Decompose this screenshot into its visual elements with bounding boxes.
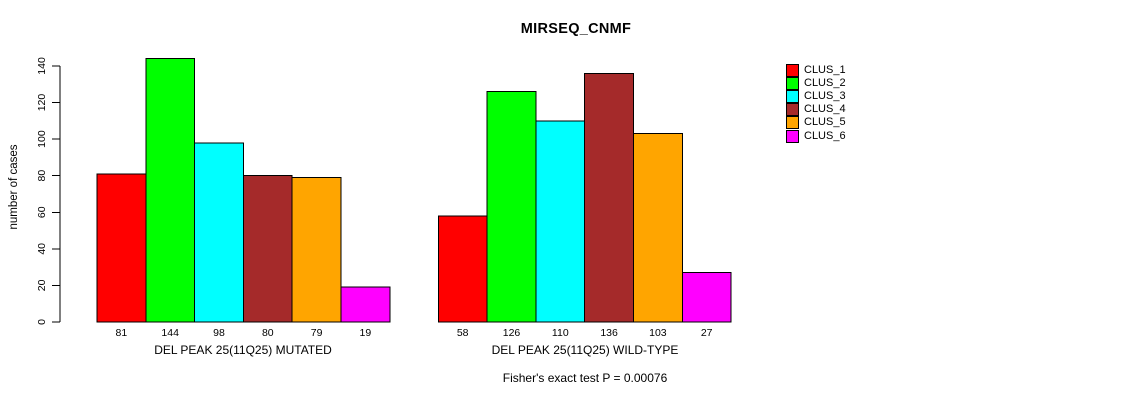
legend-label: CLUS_3 [804, 90, 846, 103]
y-axis-tick-label: 60 [36, 206, 48, 218]
legend-item-clus_3: CLUS_3 [786, 90, 846, 104]
legend-item-clus_1: CLUS_1 [786, 64, 846, 78]
legend-item-clus_6: CLUS_6 [786, 129, 846, 143]
bar-value-label: 81 [116, 327, 128, 339]
bar-clus_5 [633, 133, 683, 323]
bar-clus_2 [145, 58, 196, 323]
legend-item-clus_4: CLUS_4 [786, 103, 846, 117]
y-axis-tick-label: 40 [36, 243, 48, 255]
legend-swatch-icon [786, 90, 799, 104]
bar-clus_3 [194, 142, 244, 323]
bar-clus_1 [96, 173, 147, 323]
legend-swatch-icon [786, 129, 799, 143]
legend-swatch-icon [786, 103, 799, 117]
legend-label: CLUS_1 [804, 64, 846, 77]
bar-clus_1 [437, 215, 488, 323]
x-group-label-wild-type: DEL PEAK 25(11Q25) WILD-TYPE [491, 343, 679, 357]
legend-item-clus_5: CLUS_5 [786, 116, 846, 130]
bar-value-label: 136 [600, 327, 618, 339]
bar-clus_4 [242, 175, 293, 323]
bar-value-label: 110 [552, 327, 569, 339]
legend-label: CLUS_2 [804, 77, 846, 90]
bar-value-label: 58 [457, 327, 469, 339]
bar-value-label: 79 [311, 327, 323, 339]
y-axis-tick-label: 0 [36, 319, 48, 325]
legend-item-clus_2: CLUS_2 [786, 77, 846, 91]
bar-value-label: 126 [503, 327, 521, 339]
y-axis-tick-label: 20 [36, 279, 48, 291]
y-axis-tick-label: 120 [36, 94, 48, 112]
x-group-label-mutated: DEL PEAK 25(11Q25) MUTATED [154, 343, 332, 357]
legend: CLUS_1 CLUS_2 CLUS_3 CLUS_4 CLUS_5 CLUS_6 [786, 64, 846, 143]
bar-value-label: 80 [262, 327, 274, 339]
y-axis-tick-label: 100 [36, 130, 48, 148]
bar-clus_6 [340, 286, 391, 323]
chart-title: MIRSEQ_CNMF [520, 21, 632, 37]
footnote-fisher-test: Fisher's exact test P = 0.00076 [502, 371, 668, 385]
legend-label: CLUS_5 [804, 116, 846, 129]
legend-label: CLUS_6 [804, 129, 846, 142]
bar-value-label: 144 [161, 327, 179, 339]
legend-swatch-icon [786, 64, 799, 78]
y-axis-tick-label: 140 [36, 57, 48, 75]
legend-label: CLUS_4 [804, 103, 846, 116]
bar-value-label: 98 [213, 327, 225, 339]
bar-clus_6 [681, 272, 732, 323]
bar-value-label: 103 [649, 327, 667, 339]
bar-clus_5 [291, 177, 342, 323]
legend-swatch-icon [786, 77, 799, 91]
bar-clus_2 [486, 91, 537, 323]
bar-clus_3 [535, 120, 586, 323]
legend-swatch-icon [786, 116, 799, 130]
bar-value-label: 27 [701, 327, 713, 339]
y-axis-tick-label: 80 [36, 170, 48, 182]
bar-clus_4 [584, 72, 635, 323]
bar-value-label: 19 [360, 327, 372, 339]
